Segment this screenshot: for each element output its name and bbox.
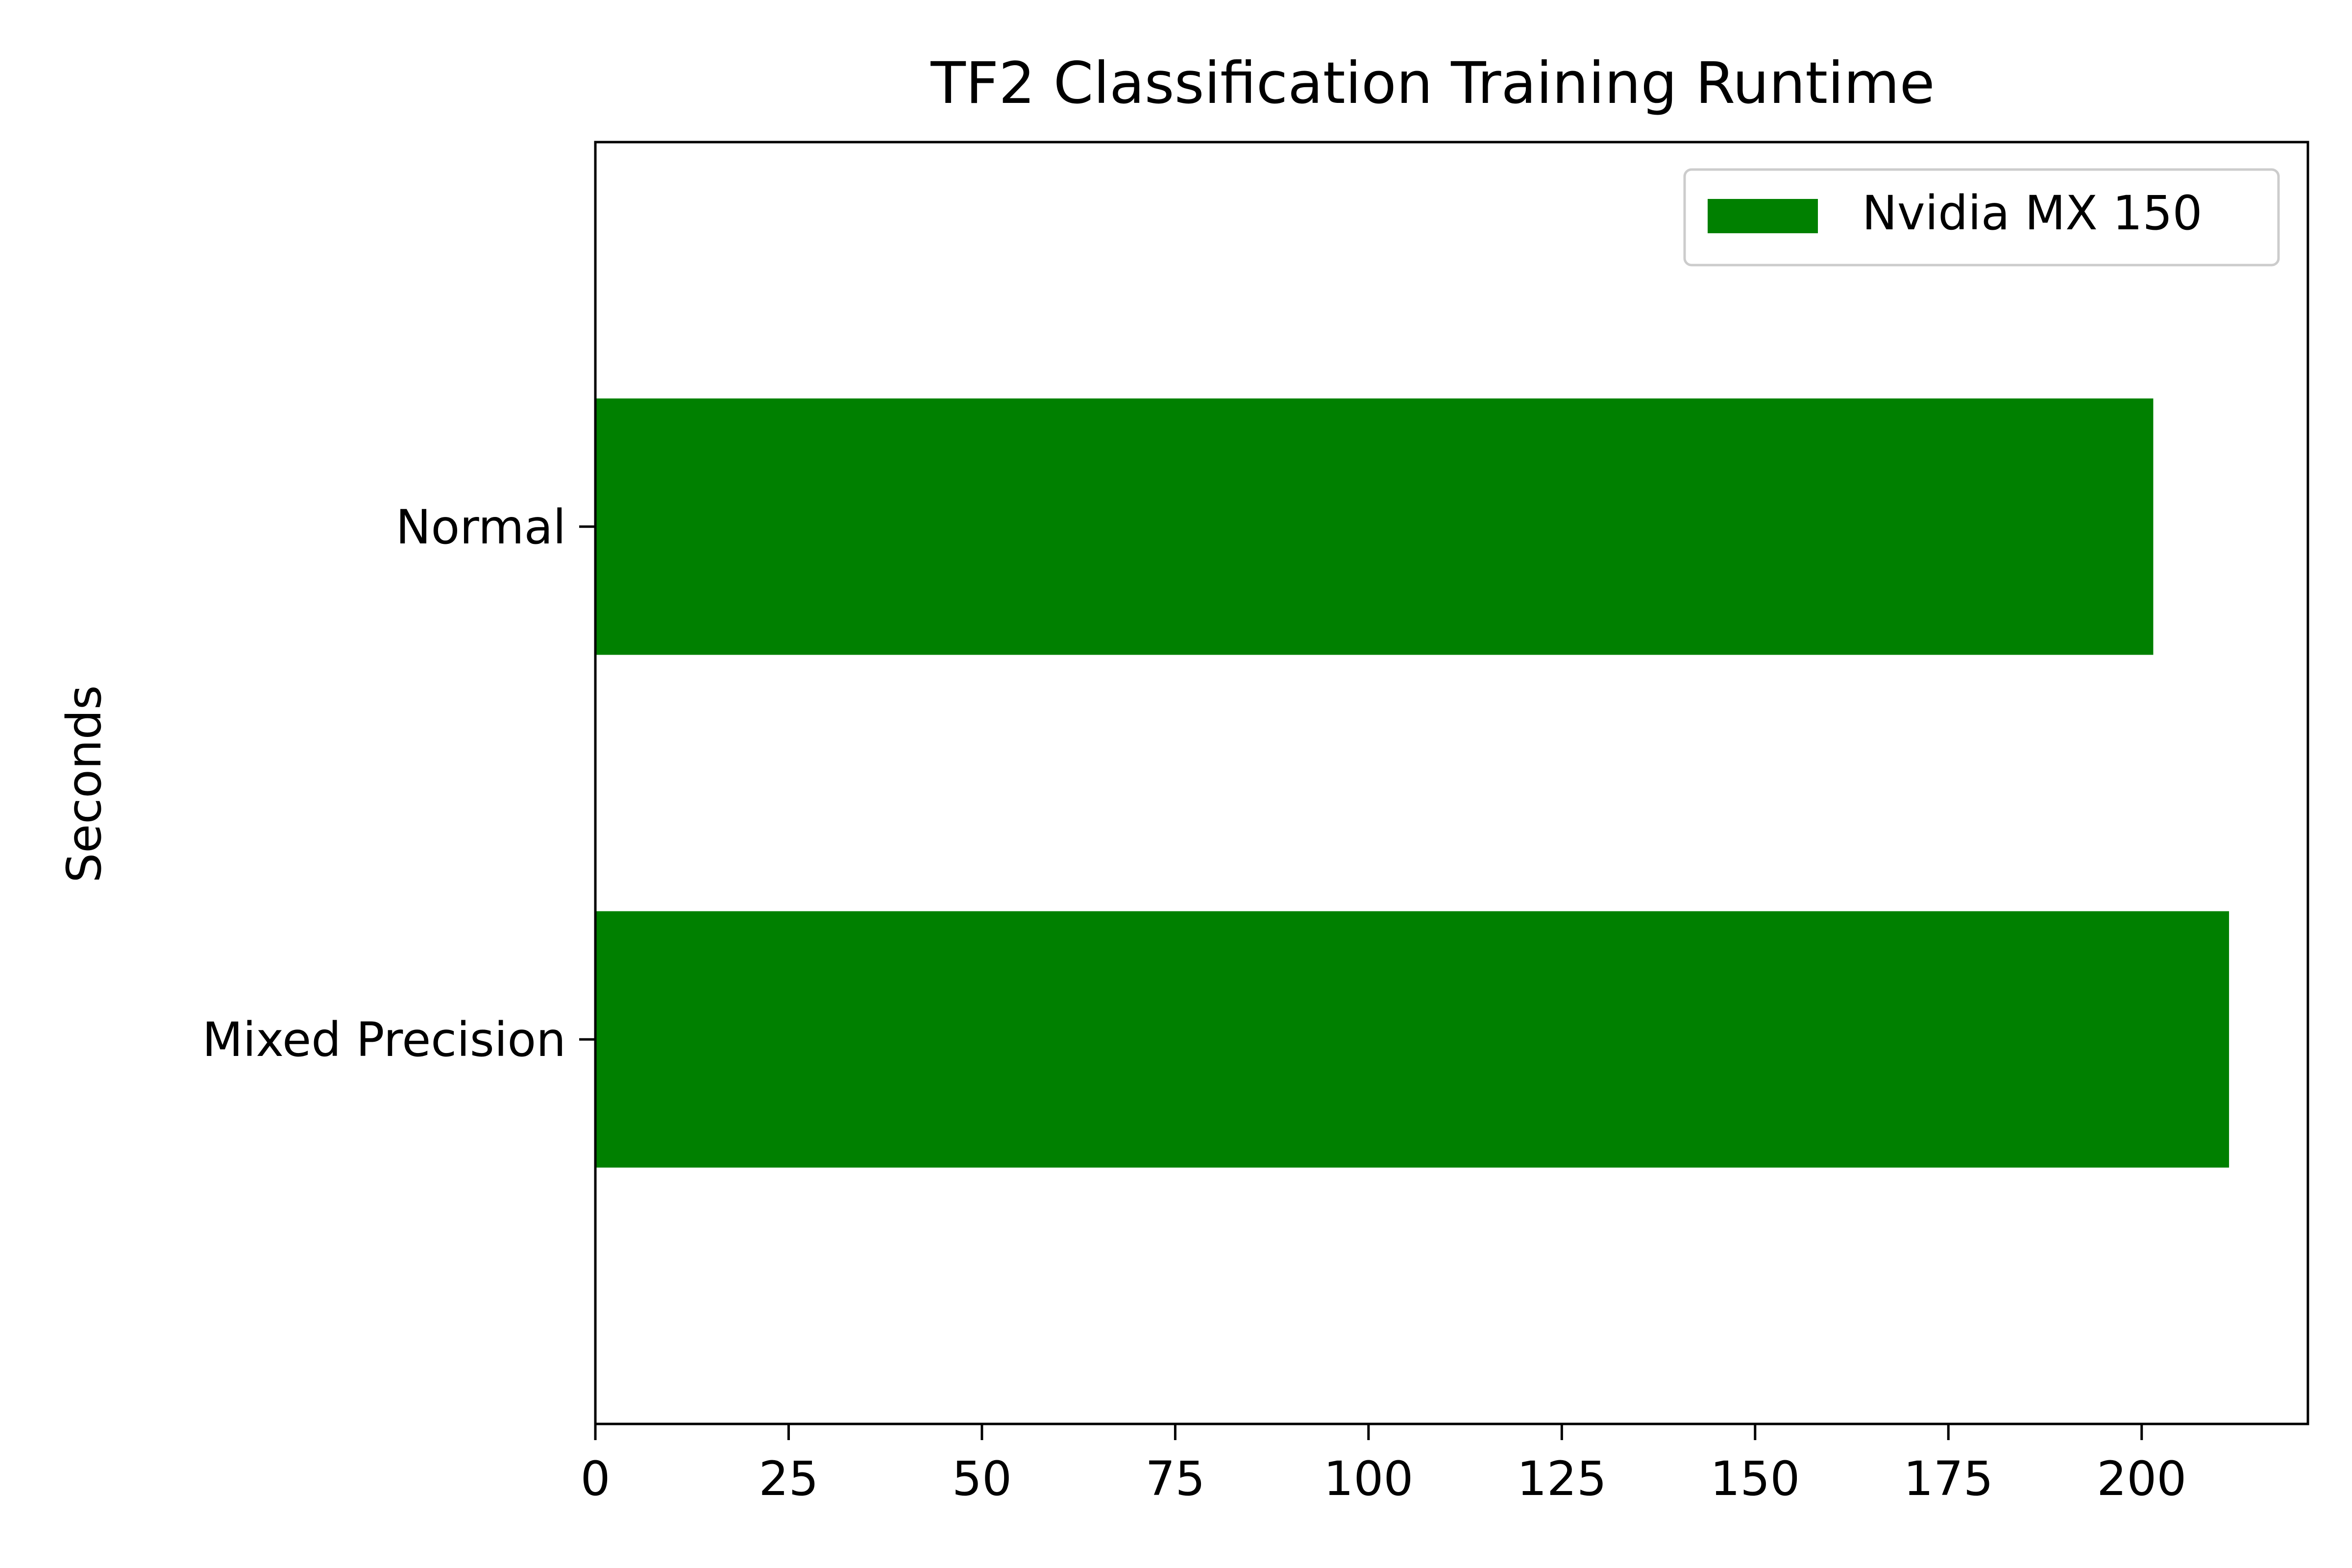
bar-mixed-precision [595,911,2230,1168]
bars-layer [595,398,2230,1168]
x-tick-label: 0 [580,1451,610,1506]
y-tick-label: Mixed Precision [202,1012,566,1067]
x-tick-label: 25 [759,1451,818,1506]
x-tick-label: 200 [2097,1451,2186,1506]
x-tick-label: 175 [1904,1451,1993,1506]
y-axis: Normal Mixed Precision [202,500,595,1067]
x-tick-label: 50 [952,1451,1012,1506]
legend-box [1683,168,2280,267]
legend-label-nvidia-mx-150: Nvidia MX 150 [1862,186,2203,241]
x-tick-label: 150 [1710,1451,1800,1506]
y-axis-label: Seconds [57,685,112,882]
x-tick-label: 75 [1145,1451,1205,1506]
legend-swatch [1708,199,1818,233]
legend: Nvidia MX 150 [1683,168,2280,267]
chart-title: TF2 Classification Training Runtime [930,49,1935,117]
plot-frame [594,141,2309,1425]
x-axis: 0 25 50 75 100 125 150 175 200 [580,1424,2186,1506]
bar-normal [595,398,2154,655]
x-tick-label: 125 [1517,1451,1607,1506]
x-tick-label: 100 [1323,1451,1413,1506]
y-tick-label: Normal [396,500,566,555]
